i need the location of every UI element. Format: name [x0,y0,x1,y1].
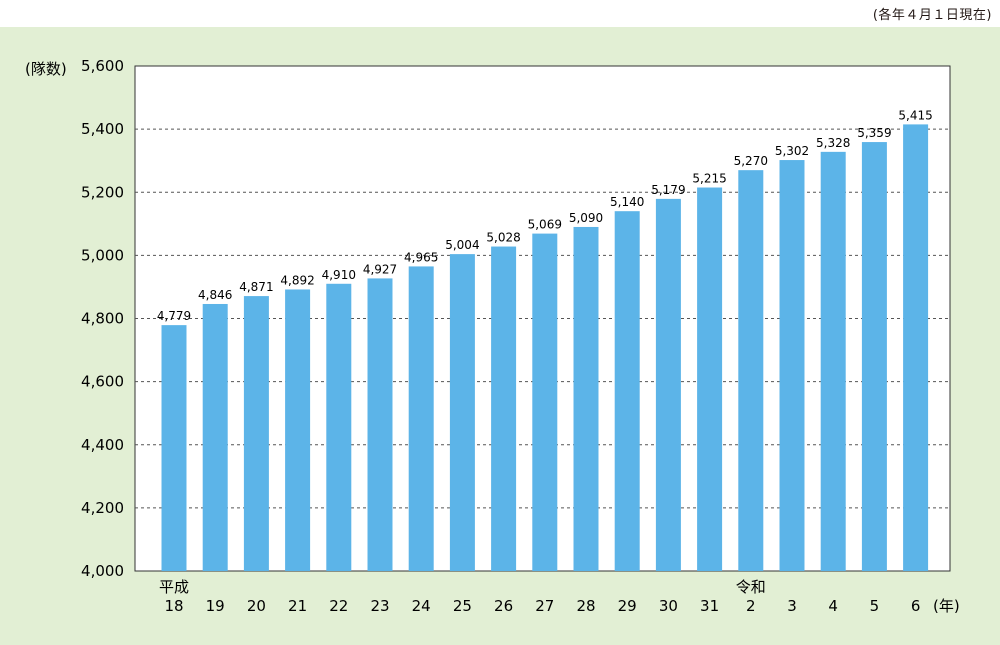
bar-value-label: 5,004 [445,238,479,252]
bar [820,151,846,571]
x-tick-label: 31 [700,597,719,615]
era-label: 令和 [736,578,766,596]
bar-value-label: 4,779 [157,309,191,323]
x-tick-label: 4 [828,597,838,615]
bar [903,124,929,571]
y-tick-label: 5,600 [81,57,124,75]
bar-value-label: 4,927 [363,262,397,276]
bar [243,296,269,571]
x-tick-label: 27 [535,597,554,615]
bar-value-label: 5,179 [651,183,685,197]
y-tick-label: 4,200 [81,499,124,517]
x-tick-label: 26 [494,597,513,615]
y-tick-label: 4,000 [81,562,124,580]
bar [285,289,311,571]
bar-value-label: 5,069 [528,218,562,232]
bar-value-label: 5,140 [610,195,644,209]
bar [573,226,599,571]
bar-value-label: 4,910 [322,268,356,282]
x-tick-label: 28 [576,597,595,615]
bar [202,303,228,571]
bar [697,187,723,571]
x-tick-label: 24 [412,597,431,615]
y-tick-label: 4,600 [81,373,124,391]
x-tick-label: 30 [659,597,678,615]
x-tick-label: 23 [370,597,389,615]
x-tick-label: 3 [787,597,797,615]
bar [532,233,558,572]
bar-value-label: 5,028 [486,231,520,245]
x-unit-label: (年) [933,597,960,615]
bar-value-label: 5,415 [898,108,932,122]
bar-value-label: 5,359 [857,126,891,140]
y-tick-label: 5,000 [81,246,124,264]
y-tick-label: 5,200 [81,183,124,201]
bar [326,283,352,571]
bar [449,254,475,572]
bar-value-label: 4,892 [280,273,314,287]
bar-value-label: 5,302 [775,144,809,158]
y-tick-label: 4,400 [81,436,124,454]
bar-value-label: 5,270 [734,154,768,168]
x-tick-label: 25 [453,597,472,615]
bar-value-label: 4,965 [404,250,438,264]
x-tick-label: 21 [288,597,307,615]
bar [367,278,393,571]
bar [738,170,764,571]
era-label: 平成 [159,578,189,596]
y-unit-label: (隊数) [25,60,67,78]
bar [408,266,434,571]
chart-panel: 4,000 4,200 4,400 4,600 4,800 5,000 5,200 5,400… [0,27,1000,645]
x-tick-label: 19 [206,597,225,615]
bar-value-label: 4,846 [198,288,232,302]
bar [161,325,187,571]
bar-chart: 4,000 4,200 4,400 4,600 4,800 5,000 5,200 5,400… [25,57,960,615]
y-tick-label: 5,400 [81,120,124,138]
x-tick-label: 2 [746,597,756,615]
x-tick-label: 20 [247,597,266,615]
bar-value-label: 5,328 [816,136,850,150]
x-tick-label: 6 [911,597,921,615]
bar-value-label: 4,871 [239,280,273,294]
x-tick-label: 22 [329,597,348,615]
bar-value-label: 5,215 [692,172,726,186]
x-tick-label: 18 [164,597,183,615]
y-tick-label: 4,800 [81,310,124,328]
date-note: (各年４月１日現在) [872,8,992,23]
x-tick-label: 5 [870,597,880,615]
x-tick-label: 29 [618,597,637,615]
bar-value-label: 5,090 [569,211,603,225]
bar [614,211,640,571]
bar [861,142,887,572]
bar [655,198,681,572]
bar [491,246,517,571]
bar [779,160,805,571]
